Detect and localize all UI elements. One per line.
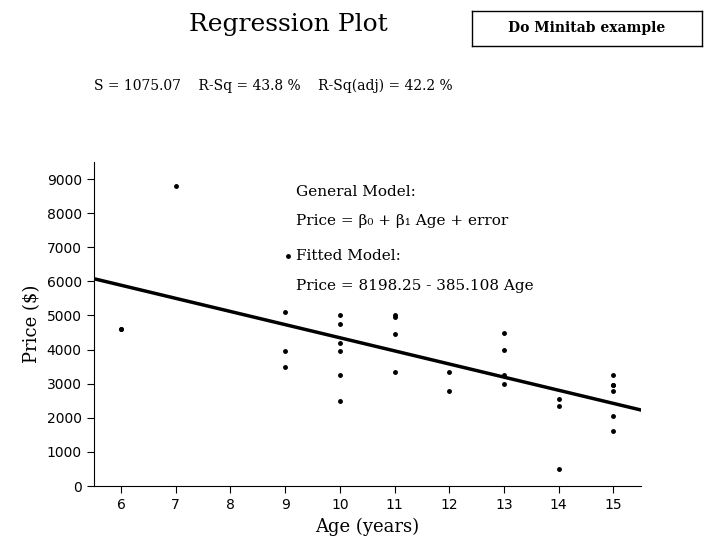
Text: Price = 8198.25 - 385.108 Age: Price = 8198.25 - 385.108 Age	[296, 279, 534, 293]
Text: Do Minitab example: Do Minitab example	[508, 22, 665, 35]
Text: Price = β₀ + β₁ Age + error: Price = β₀ + β₁ Age + error	[296, 214, 508, 228]
X-axis label: Age (years): Age (years)	[315, 517, 419, 536]
Text: Fitted Model:: Fitted Model:	[296, 249, 401, 264]
Text: S = 1075.07    R-Sq = 43.8 %    R-Sq(adj) = 42.2 %: S = 1075.07 R-Sq = 43.8 % R-Sq(adj) = 42…	[94, 78, 453, 93]
Text: General Model:: General Model:	[296, 185, 416, 199]
Text: Regression Plot: Regression Plot	[189, 14, 387, 37]
Y-axis label: Price ($): Price ($)	[23, 285, 41, 363]
